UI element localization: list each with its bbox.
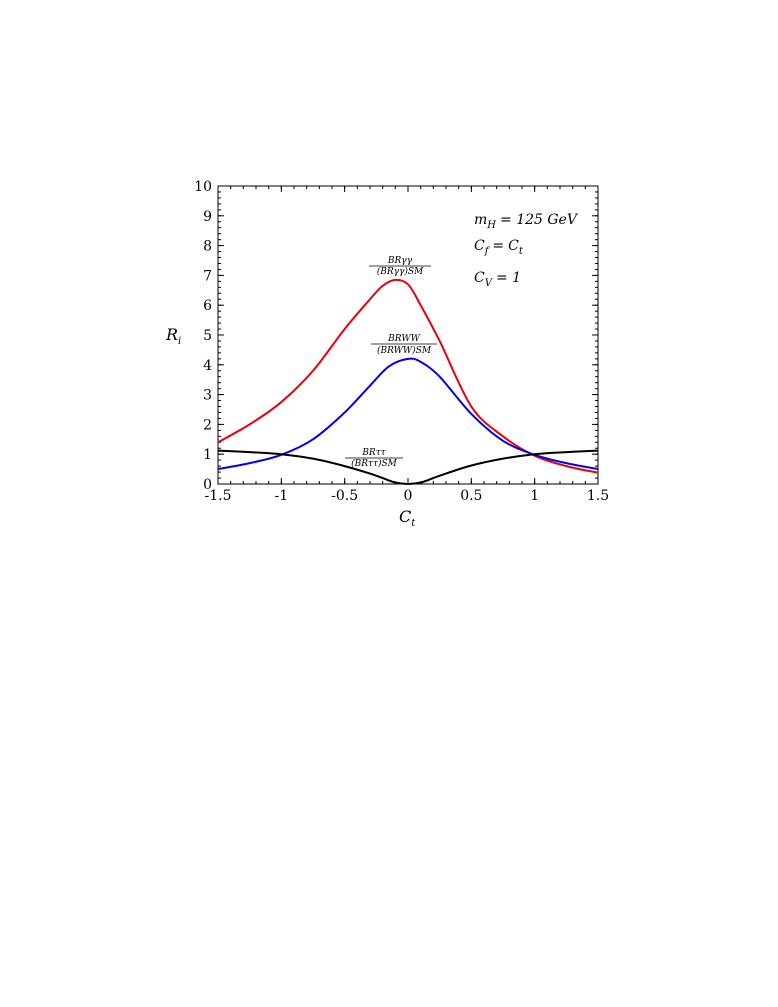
svg-text:(BRττ)SM: (BRττ)SM <box>351 458 398 469</box>
x-tick-label: -1.5 <box>205 488 232 504</box>
svg-text:(BRγγ)SM: (BRγγ)SM <box>377 266 424 277</box>
svg-text:BRγγ: BRγγ <box>387 256 413 266</box>
label-tau-tau: BRττ (BRττ)SM <box>345 448 403 469</box>
y-tick-label: 4 <box>203 358 212 374</box>
y-tick-label: 1 <box>203 447 212 463</box>
series-line-gamma-gamma <box>217 278 599 474</box>
annotation-cv: CV = 1 <box>474 270 521 289</box>
y-tick-label: 7 <box>203 268 212 284</box>
y-tick-label: 8 <box>203 239 212 255</box>
y-tick-label: 5 <box>203 328 212 344</box>
label-gamma-gamma: BRγγ (BRγγ)SM <box>369 256 431 277</box>
y-tick-label: 10 <box>194 179 212 195</box>
y-tick-label: 3 <box>203 388 212 404</box>
series-lines <box>217 278 599 486</box>
x-tick-label: 0.5 <box>460 488 482 504</box>
svg-text:BRWW: BRWW <box>387 334 420 344</box>
svg-text:(BRWW)SM: (BRWW)SM <box>377 345 432 356</box>
annotation-mass: mH = 125 GeV <box>474 212 579 231</box>
x-tick-label: 1 <box>530 488 539 504</box>
x-tick-label: 1.5 <box>587 488 609 504</box>
x-axis-title: Ct <box>399 507 416 529</box>
y-tick-label: 9 <box>203 209 212 225</box>
axis-ticks <box>217 185 599 485</box>
y-tick-label: 6 <box>203 298 212 314</box>
x-tick-label: -1 <box>275 488 289 504</box>
y-tick-label: 2 <box>203 417 212 433</box>
x-tick-label: 0 <box>404 488 413 504</box>
series-line-tau-tau <box>217 449 599 486</box>
series-line-ww <box>217 357 599 471</box>
y-axis-title: Ri <box>165 325 181 347</box>
annotation-cf: Cf = Ct <box>474 238 524 257</box>
label-ww: BRWW (BRWW)SM <box>371 334 437 356</box>
tick-labels: -1.5 -1 -0.5 0 0.5 1 1.5 0 1 2 3 4 5 6 7 8 9 10 <box>194 179 609 504</box>
y-tick-label: 0 <box>203 477 212 493</box>
x-tick-label: -0.5 <box>331 488 358 504</box>
svg-text:BRττ: BRττ <box>361 448 386 458</box>
